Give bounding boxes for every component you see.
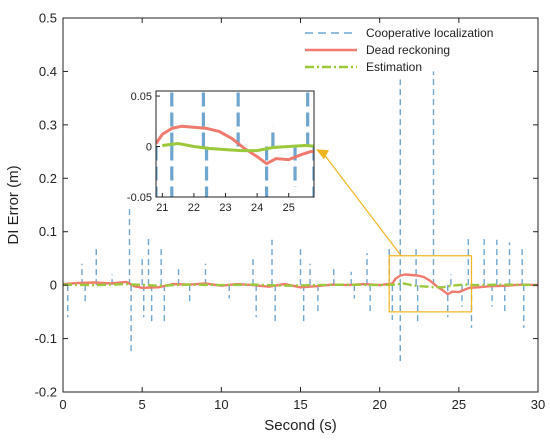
y-tick-label: 0.5 <box>39 11 57 26</box>
inset-y-tick-label: 0 <box>146 142 152 154</box>
main-axis-ticks: 0 5 10 15 20 25 30 -0.2 -0.1 0 0.1 0.2 0.3 0.4 0.5 <box>35 11 546 413</box>
y-tick-label: 0.1 <box>39 224 57 239</box>
inset-estimation-line <box>162 141 314 153</box>
y-tick-label: 0.3 <box>39 117 57 132</box>
y-tick-label: -0.2 <box>35 385 57 400</box>
zoom-arrowhead <box>316 149 329 160</box>
legend-label-estimation: Estimation <box>366 60 422 74</box>
y-tick-label: 0 <box>50 278 57 293</box>
zoom-connector-line <box>323 153 402 257</box>
inset-axis-ticks: 21 22 23 24 25 -0.05 0 0.05 <box>127 91 295 214</box>
x-tick-label: 0 <box>59 397 66 412</box>
y-axis-title: DI Error (m) <box>5 165 22 244</box>
zoom-region-box <box>388 255 473 313</box>
x-tick-label: 20 <box>372 397 386 412</box>
inset-x-tick-label: 23 <box>219 202 231 214</box>
inset-plot-series <box>156 91 314 197</box>
main-plot-series <box>63 71 538 366</box>
estimation-line <box>63 282 538 289</box>
x-tick-label: 25 <box>452 397 466 412</box>
inset-x-tick-label: 21 <box>156 202 168 214</box>
plot-area-frame <box>62 17 539 393</box>
inset-x-tick-label: 22 <box>188 202 200 214</box>
legend-label-cooperative: Cooperative localization <box>366 26 493 40</box>
x-tick-label: 10 <box>214 397 228 412</box>
legend: Cooperative localization Dead reckoning … <box>305 26 493 74</box>
inset-dead-reckoning-line <box>156 124 314 166</box>
y-tick-label: 0.4 <box>39 64 57 79</box>
x-axis-title: Second (s) <box>264 417 337 434</box>
legend-label-dead-reckoning: Dead reckoning <box>366 43 450 57</box>
zoom-indicator <box>316 149 473 313</box>
y-tick-label: -0.1 <box>35 331 57 346</box>
x-tick-label: 15 <box>293 397 307 412</box>
y-tick-label: 0.2 <box>39 171 57 186</box>
inset-y-tick-label: -0.05 <box>127 192 152 204</box>
x-tick-label: 5 <box>139 397 146 412</box>
inset-x-tick-label: 24 <box>251 202 263 214</box>
inset-x-tick-label: 25 <box>283 202 295 214</box>
inset-y-tick-label: 0.05 <box>131 91 152 103</box>
x-tick-label: 30 <box>531 397 545 412</box>
inset-frame <box>155 90 315 198</box>
